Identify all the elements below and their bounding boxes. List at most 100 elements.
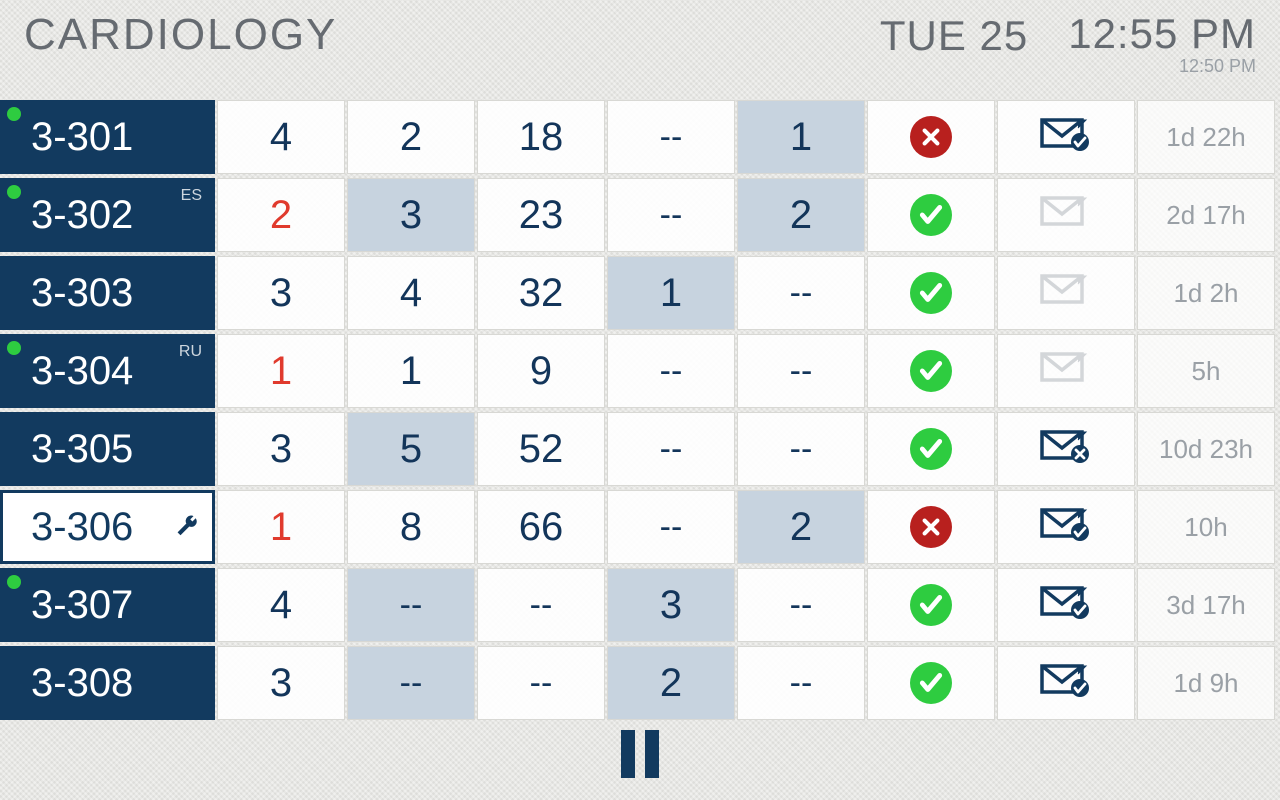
- room-cell[interactable]: 3-305: [0, 412, 215, 486]
- metric-cell[interactable]: 4: [217, 100, 345, 174]
- mail-cell[interactable]: [997, 490, 1135, 564]
- metric-cell[interactable]: --: [607, 334, 735, 408]
- metric-cell[interactable]: --: [737, 568, 865, 642]
- metric-cell[interactable]: 9: [477, 334, 605, 408]
- metric-cell[interactable]: --: [737, 412, 865, 486]
- language-tag: RU: [179, 343, 202, 361]
- metric-cell[interactable]: 3: [607, 568, 735, 642]
- envelope-x-icon: [1038, 428, 1094, 471]
- presence-dot-icon: [7, 107, 21, 121]
- room-label: 3-301: [31, 115, 133, 160]
- page-title: CARDIOLOGY: [24, 10, 880, 60]
- metric-cell[interactable]: 66: [477, 490, 605, 564]
- metric-cell[interactable]: 2: [737, 178, 865, 252]
- mail-cell[interactable]: [997, 256, 1135, 330]
- header: CARDIOLOGY TUE 25 12:55 PM 12:50 PM: [0, 0, 1280, 90]
- status-cell[interactable]: [867, 568, 995, 642]
- duration-cell: 3d 17h: [1137, 568, 1275, 642]
- metric-cell[interactable]: --: [477, 568, 605, 642]
- metric-cell[interactable]: 2: [607, 646, 735, 720]
- table-row: 3-3014218--11d 22h: [0, 100, 1270, 174]
- status-cell[interactable]: [867, 490, 995, 564]
- check-icon: [910, 350, 952, 392]
- presence-dot-icon: [7, 185, 21, 199]
- table-row: 3-304RU119----5h: [0, 334, 1270, 408]
- metric-cell[interactable]: 5: [347, 412, 475, 486]
- metric-cell[interactable]: --: [347, 646, 475, 720]
- metric-cell[interactable]: 1: [607, 256, 735, 330]
- wrench-icon[interactable]: [174, 506, 200, 551]
- metric-cell[interactable]: 2: [217, 178, 345, 252]
- room-label: 3-306: [31, 505, 133, 550]
- envelope-check-icon: [1038, 662, 1094, 705]
- footer: [0, 730, 1280, 778]
- metric-cell[interactable]: 1: [217, 490, 345, 564]
- room-cell[interactable]: 3-302 ES: [0, 178, 215, 252]
- room-cell[interactable]: 3-301: [0, 100, 215, 174]
- room-cell[interactable]: 3-308: [0, 646, 215, 720]
- metric-cell[interactable]: 3: [347, 178, 475, 252]
- x-icon: [910, 506, 952, 548]
- duration-cell: 5h: [1137, 334, 1275, 408]
- mail-cell[interactable]: [997, 646, 1135, 720]
- status-cell[interactable]: [867, 334, 995, 408]
- header-time: 12:55 PM: [1068, 10, 1256, 58]
- metric-cell[interactable]: --: [607, 100, 735, 174]
- room-cell[interactable]: 3-303: [0, 256, 215, 330]
- metric-cell[interactable]: 18: [477, 100, 605, 174]
- metric-cell[interactable]: 32: [477, 256, 605, 330]
- room-label: 3-303: [31, 271, 133, 316]
- check-icon: [910, 272, 952, 314]
- room-cell[interactable]: 3-306: [0, 490, 215, 564]
- metric-cell[interactable]: 1: [737, 100, 865, 174]
- metric-cell[interactable]: --: [607, 178, 735, 252]
- metric-cell[interactable]: --: [607, 490, 735, 564]
- metric-cell[interactable]: --: [477, 646, 605, 720]
- metric-cell[interactable]: --: [737, 256, 865, 330]
- metric-cell[interactable]: 1: [347, 334, 475, 408]
- check-icon: [910, 194, 952, 236]
- metric-cell[interactable]: 1: [217, 334, 345, 408]
- metric-cell[interactable]: --: [737, 646, 865, 720]
- metric-cell[interactable]: 2: [347, 100, 475, 174]
- check-icon: [910, 662, 952, 704]
- status-cell[interactable]: [867, 412, 995, 486]
- status-cell[interactable]: [867, 646, 995, 720]
- table-row: 3-3053552----10d 23h: [0, 412, 1270, 486]
- metric-cell[interactable]: 52: [477, 412, 605, 486]
- metric-cell[interactable]: 8: [347, 490, 475, 564]
- metric-cell[interactable]: --: [347, 568, 475, 642]
- status-cell[interactable]: [867, 100, 995, 174]
- mail-cell[interactable]: [997, 100, 1135, 174]
- check-icon: [910, 584, 952, 626]
- status-cell[interactable]: [867, 256, 995, 330]
- room-cell[interactable]: 3-304RU: [0, 334, 215, 408]
- duration-cell: 10d 23h: [1137, 412, 1275, 486]
- metric-cell[interactable]: 4: [347, 256, 475, 330]
- mail-cell[interactable]: [997, 568, 1135, 642]
- table-row: 3-302ES2323--22d 17h: [0, 178, 1270, 252]
- metric-cell[interactable]: 3: [217, 646, 345, 720]
- header-date: TUE 25: [880, 12, 1028, 60]
- table-row: 3-3061866--210h: [0, 490, 1270, 564]
- room-label: 3-305: [31, 427, 133, 472]
- metric-cell[interactable]: --: [737, 334, 865, 408]
- status-cell[interactable]: [867, 178, 995, 252]
- envelope-check-icon: [1038, 116, 1094, 159]
- pause-icon[interactable]: [621, 730, 659, 778]
- room-label: 3-302: [31, 193, 133, 238]
- duration-cell: 1d 2h: [1137, 256, 1275, 330]
- metric-cell[interactable]: 3: [217, 412, 345, 486]
- mail-cell[interactable]: [997, 334, 1135, 408]
- metric-cell[interactable]: 4: [217, 568, 345, 642]
- metric-cell[interactable]: 23: [477, 178, 605, 252]
- room-cell[interactable]: 3-307: [0, 568, 215, 642]
- duration-cell: 10h: [1137, 490, 1275, 564]
- metric-cell[interactable]: 2: [737, 490, 865, 564]
- mail-cell[interactable]: [997, 178, 1135, 252]
- mail-cell[interactable]: [997, 412, 1135, 486]
- metric-cell[interactable]: 3: [217, 256, 345, 330]
- metric-cell[interactable]: --: [607, 412, 735, 486]
- envelope-inactive-icon: [1038, 194, 1094, 237]
- language-tag: ES: [181, 187, 202, 205]
